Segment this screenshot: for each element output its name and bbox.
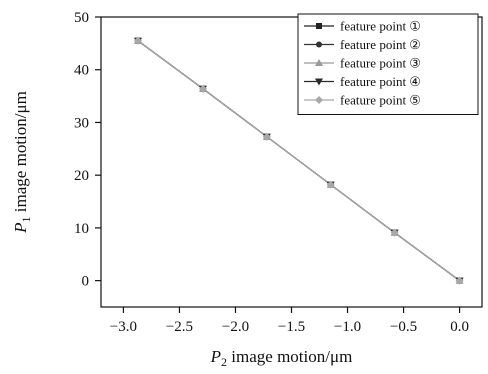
legend-box [297, 13, 479, 115]
y-tick-label: 20 [74, 168, 89, 184]
x-tick-label: −0.5 [390, 319, 417, 335]
legend-label: feature point ⑤ [340, 93, 421, 108]
axes: −3.0 −2.5 −2.0 −1.5 −1.0 −0.5 0.0 0 10 20 30 40 50 P2… [11, 10, 483, 369]
y-tick-label: 10 [74, 221, 89, 237]
data-point-series-5 [326, 180, 335, 189]
legend-marker [315, 78, 323, 86]
x-tick-label: −1.5 [278, 319, 305, 335]
y-axis-label: P1 image motion/μm [11, 91, 33, 234]
x-tick-label: −2.0 [222, 319, 249, 335]
legend-label: feature point ③ [340, 56, 421, 71]
legend-label: feature point ② [340, 37, 421, 52]
legend-marker [316, 41, 322, 48]
legend-label: feature point ④ [340, 74, 421, 89]
legend-marker [315, 59, 323, 66]
data-point-series-5 [133, 36, 142, 45]
data-point-series-5 [198, 84, 207, 93]
legend-marker [315, 96, 323, 104]
data-point-series-5 [390, 228, 399, 237]
series-line-5 [137, 40, 460, 282]
data-point-series-5 [262, 132, 271, 141]
y-tick-label: 0 [82, 274, 90, 290]
x-tick-label: −1.0 [334, 319, 361, 335]
x-tick-label: 0.0 [450, 319, 469, 335]
y-tick-label: 30 [74, 115, 89, 131]
x-tick-label: −3.0 [110, 319, 137, 335]
y-tick-label: 50 [74, 10, 89, 26]
y-tick-label: 40 [74, 63, 89, 79]
data-point-series-5 [455, 276, 464, 285]
x-axis-label: P2 image motion/μm [210, 347, 353, 369]
series-layer [133, 36, 464, 285]
legend-marker [316, 23, 322, 29]
legend-label: feature point ① [340, 19, 421, 34]
legend: feature point ① feature point ② feature po… [297, 13, 479, 115]
x-tick-label: −2.5 [166, 319, 193, 335]
